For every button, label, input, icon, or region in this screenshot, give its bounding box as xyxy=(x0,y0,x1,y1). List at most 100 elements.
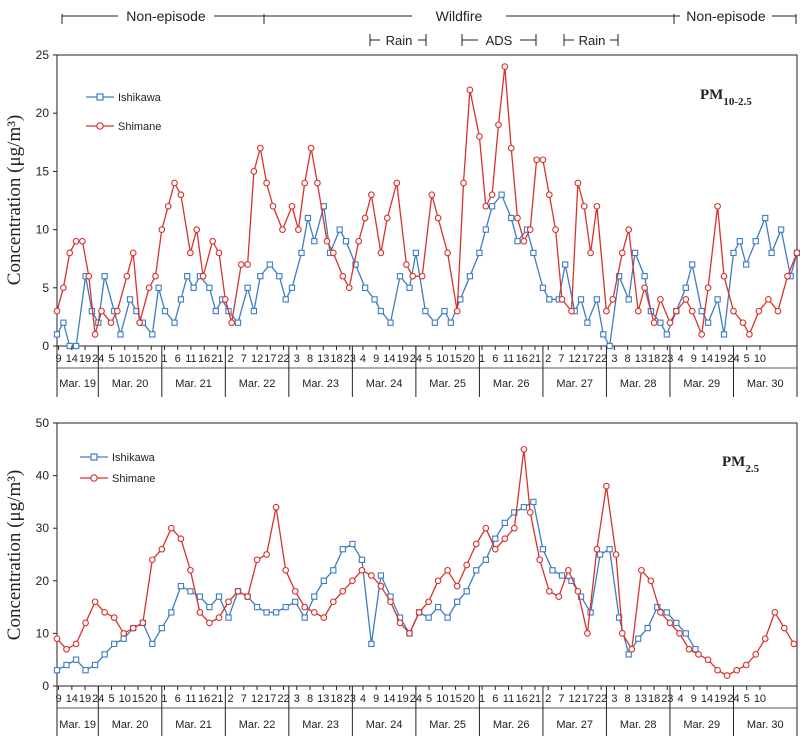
hour-tick-label: 10 xyxy=(754,693,766,705)
hour-tick-label: 1 xyxy=(161,353,167,365)
data-point-ishikawa xyxy=(184,273,191,280)
hour-tick-label: 5 xyxy=(108,353,114,365)
data-point-ishikawa xyxy=(682,284,689,291)
data-point-shimane xyxy=(593,545,601,553)
panel-title: PM10-2.5 xyxy=(700,87,752,108)
hour-tick-label: 22 xyxy=(595,693,607,705)
data-point-shimane xyxy=(329,249,337,257)
data-point-ishikawa xyxy=(82,667,89,674)
hour-tick-label: 17 xyxy=(264,693,276,705)
hour-tick-label: 21 xyxy=(529,353,541,365)
data-point-shimane xyxy=(139,619,147,627)
data-point-shimane xyxy=(329,598,337,606)
data-point-ishikawa xyxy=(282,296,289,303)
data-point-shimane xyxy=(558,296,566,303)
data-point-shimane xyxy=(377,582,385,590)
data-point-ishikawa xyxy=(698,307,705,315)
data-point-shimane xyxy=(158,226,166,233)
data-point-ishikawa xyxy=(584,319,591,326)
data-point-shimane xyxy=(314,179,321,187)
date-label: Mar. 19 xyxy=(59,378,96,390)
hour-tick-label: 8 xyxy=(307,353,313,365)
hour-tick-label: 6 xyxy=(175,693,181,705)
data-point-shimane xyxy=(564,566,572,574)
hour-tick-label: 21 xyxy=(211,693,223,705)
data-point-shimane xyxy=(301,179,309,187)
data-point-ishikawa xyxy=(635,635,642,642)
hour-tick-label: 23 xyxy=(661,353,673,365)
hour-tick-label: 16 xyxy=(516,353,528,365)
data-point-shimane xyxy=(85,272,93,280)
data-point-shimane xyxy=(695,651,702,658)
data-point-shimane xyxy=(377,249,385,257)
data-point-shimane xyxy=(704,656,712,664)
panel-title-main: PM xyxy=(700,87,723,103)
data-point-shimane xyxy=(406,630,413,637)
y-tick-label: 30 xyxy=(36,521,50,535)
data-point-shimane xyxy=(520,237,528,245)
plot-frame xyxy=(56,422,798,687)
data-point-ishikawa xyxy=(492,535,499,542)
data-point-shimane xyxy=(244,261,251,268)
series-line-shimane xyxy=(56,66,798,337)
hour-tick-label: 19 xyxy=(79,353,91,365)
data-point-shimane xyxy=(53,307,61,315)
data-point-shimane xyxy=(526,226,534,233)
date-label: Mar. 24 xyxy=(366,378,403,390)
hour-tick-label: 12 xyxy=(569,693,581,705)
hour-tick-label: 14 xyxy=(383,353,395,365)
data-point-ishikawa xyxy=(206,284,213,291)
data-point-shimane xyxy=(396,619,404,627)
data-point-ishikawa xyxy=(387,319,394,326)
data-point-ishikawa xyxy=(482,226,489,233)
hour-tick-label: 6 xyxy=(175,353,181,365)
data-point-shimane xyxy=(288,202,296,210)
data-point-ishikawa xyxy=(615,273,623,280)
hour-tick-label: 21 xyxy=(529,693,541,705)
date-label: Mar. 27 xyxy=(556,378,593,390)
data-point-ishikawa xyxy=(196,593,204,600)
data-point-ishikawa xyxy=(53,667,61,674)
data-point-ishikawa xyxy=(511,509,518,516)
data-point-ishikawa xyxy=(377,572,385,579)
data-point-shimane xyxy=(790,640,798,648)
data-point-ishikawa xyxy=(149,331,156,338)
hour-tick-label: 2 xyxy=(228,693,234,705)
legend-label-shimane: Shimane xyxy=(112,473,155,485)
data-point-ishikawa xyxy=(631,249,639,257)
hour-tick-label: 17 xyxy=(582,693,594,705)
data-point-shimane xyxy=(453,582,461,590)
data-point-shimane xyxy=(688,307,696,315)
data-point-ishikawa xyxy=(349,540,356,548)
data-point-shimane xyxy=(403,261,410,268)
data-point-shimane xyxy=(152,272,159,280)
data-point-shimane xyxy=(215,249,223,257)
episode-label-non-episode-2: Non-episode xyxy=(686,8,766,24)
hour-tick-label: 1 xyxy=(479,353,485,365)
hour-tick-label: 9 xyxy=(691,693,697,705)
data-point-shimane xyxy=(730,307,737,315)
hour-tick-label: 14 xyxy=(383,693,395,705)
y-tick-label: 50 xyxy=(36,416,50,430)
data-point-shimane xyxy=(60,284,67,292)
data-point-ishikawa xyxy=(171,319,178,326)
data-point-shimane xyxy=(552,226,559,233)
y-ticks: 0 5 10 15 20 25 xyxy=(36,48,57,353)
data-point-shimane xyxy=(368,191,375,199)
data-point-ishikawa xyxy=(501,519,508,527)
data-point-shimane xyxy=(618,630,626,637)
data-point-shimane xyxy=(167,524,175,532)
data-point-ishikawa xyxy=(272,609,280,616)
hour-tick-label: 7 xyxy=(241,693,247,705)
data-point-shimane xyxy=(355,237,363,245)
date-label: Mar. 28 xyxy=(620,378,657,390)
data-point-ishikawa xyxy=(606,342,613,350)
data-point-ishikawa xyxy=(161,307,169,315)
data-point-ishikawa xyxy=(361,284,369,291)
hour-tick-label: 19 xyxy=(397,353,409,365)
data-point-ishikawa xyxy=(530,498,537,506)
data-point-shimane xyxy=(101,609,108,616)
